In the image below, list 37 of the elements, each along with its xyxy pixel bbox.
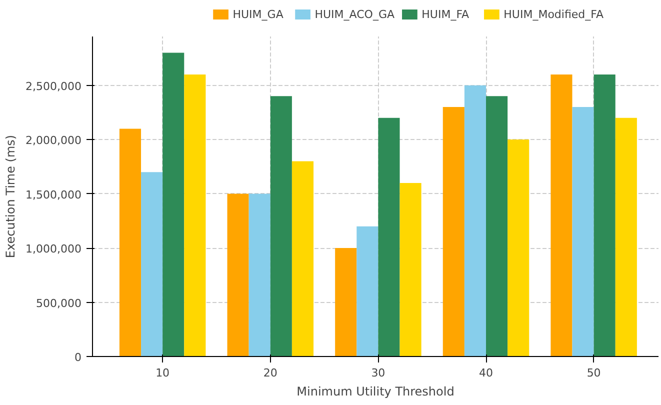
x-tick-label: 40 <box>479 366 494 380</box>
x-tick-label: 10 <box>156 366 170 380</box>
x-tick-label: 50 <box>586 366 601 380</box>
bar <box>615 118 637 356</box>
bar <box>141 172 163 356</box>
y-tick-label: 1,000,000 <box>26 242 82 256</box>
legend-label: HUIM_ACO_GA <box>314 8 395 21</box>
bar <box>594 74 616 356</box>
y-tick-label: 2,000,000 <box>26 134 82 148</box>
bar <box>486 96 508 356</box>
bar <box>550 74 572 356</box>
x-tick-label: 20 <box>263 366 278 380</box>
bar <box>464 85 486 356</box>
y-axis-title: Execution Time (ms) <box>4 134 18 258</box>
bar <box>335 248 357 356</box>
bar <box>227 194 249 356</box>
bar <box>119 128 142 356</box>
bar <box>162 52 184 356</box>
y-tick-label: 2,500,000 <box>26 80 82 93</box>
bar <box>442 107 464 356</box>
y-tick-label: 500,000 <box>36 296 82 310</box>
bar <box>400 182 422 356</box>
y-tick-label: 1,500,000 <box>26 188 82 202</box>
bar <box>292 161 314 356</box>
bar <box>248 194 270 356</box>
bar <box>508 140 530 356</box>
bar <box>572 107 594 356</box>
legend-label: HUIM_Modified_FA <box>504 8 604 21</box>
bar <box>378 118 400 356</box>
x-axis-title: Minimum Utility Threshold <box>296 384 454 398</box>
x-tick-label: 30 <box>371 366 386 380</box>
bar <box>184 74 206 356</box>
bar <box>356 226 378 356</box>
legend-label: HUIM_GA <box>232 8 284 21</box>
legend-label: HUIM_FA <box>422 8 470 21</box>
bar <box>270 96 292 356</box>
y-tick-label: 0 <box>74 351 82 364</box>
